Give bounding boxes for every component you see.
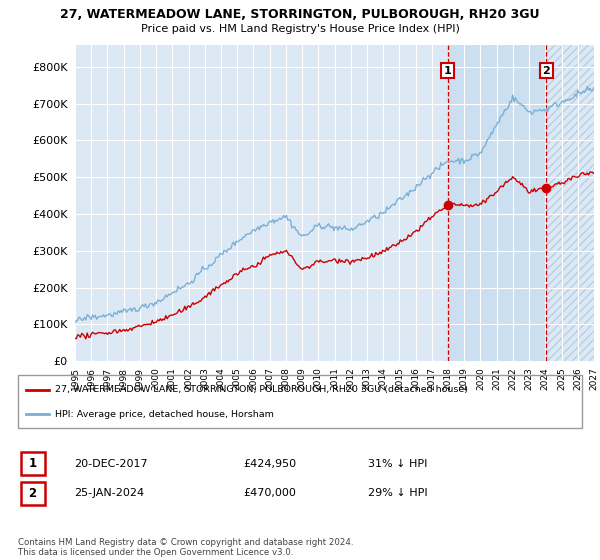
- Bar: [547, 45, 594, 361]
- Text: 27, WATERMEADOW LANE, STORRINGTON, PULBOROUGH, RH20 3GU: 27, WATERMEADOW LANE, STORRINGTON, PULBO…: [60, 8, 540, 21]
- Text: Contains HM Land Registry data © Crown copyright and database right 2024.
This d: Contains HM Land Registry data © Crown c…: [18, 538, 353, 557]
- Bar: [547, 45, 594, 361]
- Text: 29% ↓ HPI: 29% ↓ HPI: [368, 488, 427, 498]
- Text: 20-DEC-2017: 20-DEC-2017: [74, 459, 148, 469]
- Text: 1: 1: [29, 457, 37, 470]
- Text: 1: 1: [443, 66, 451, 76]
- Text: 27, WATERMEADOW LANE, STORRINGTON, PULBOROUGH, RH20 3GU (detached house): 27, WATERMEADOW LANE, STORRINGTON, PULBO…: [55, 385, 467, 394]
- Text: £424,950: £424,950: [244, 459, 297, 469]
- Text: £470,000: £470,000: [244, 488, 296, 498]
- Text: 2: 2: [29, 487, 37, 500]
- Bar: [448, 45, 547, 361]
- Text: HPI: Average price, detached house, Horsham: HPI: Average price, detached house, Hors…: [55, 409, 274, 418]
- Text: 31% ↓ HPI: 31% ↓ HPI: [368, 459, 427, 469]
- Text: 2: 2: [542, 66, 550, 76]
- Text: Price paid vs. HM Land Registry's House Price Index (HPI): Price paid vs. HM Land Registry's House …: [140, 24, 460, 34]
- FancyBboxPatch shape: [21, 482, 44, 505]
- Text: 25-JAN-2024: 25-JAN-2024: [74, 488, 145, 498]
- FancyBboxPatch shape: [21, 452, 44, 475]
